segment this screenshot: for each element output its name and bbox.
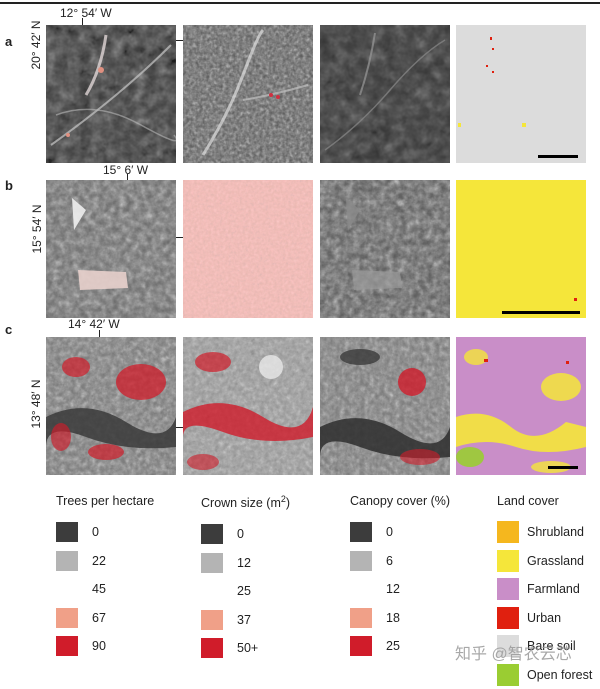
- legend-label: 18: [386, 611, 400, 625]
- lat-tick-c: [176, 427, 183, 428]
- lon-label-b: 15° 6′ W: [103, 163, 148, 177]
- legend-swatch: [350, 636, 372, 656]
- map-b-crown-size: [183, 180, 313, 318]
- legend-item-crown: 0: [201, 520, 290, 549]
- legend-label: 25: [237, 584, 251, 598]
- top-rule: [0, 2, 600, 4]
- legend-item-crown: 12: [201, 549, 290, 578]
- map-c-canopy-cover: [320, 337, 450, 475]
- legend-label: 0: [386, 525, 393, 539]
- legend-label: 22: [92, 554, 106, 568]
- legend-item-canopy: 18: [350, 604, 450, 633]
- legend-swatch: [497, 578, 519, 600]
- legend-item-canopy: 12: [350, 575, 450, 604]
- legend-swatch: [56, 522, 78, 542]
- legend-title-landcover: Land cover: [497, 494, 592, 508]
- legend-trees-per-hectare: Trees per hectare 0 22 45 67 90: [56, 494, 154, 661]
- legend-label: 12: [237, 556, 251, 570]
- map-a-crown-size: [183, 25, 313, 163]
- legend-item-landcover: Urban: [497, 604, 592, 633]
- legend-label: 12: [386, 582, 400, 596]
- legend-swatch: [201, 610, 223, 630]
- legend-swatch: [497, 550, 519, 572]
- legend-canopy-cover: Canopy cover (%) 0 6 12 18 25: [350, 494, 450, 661]
- lat-tick-a: [176, 40, 183, 41]
- legend-swatch: [56, 636, 78, 656]
- map-a-land-cover: [456, 25, 586, 163]
- map-b-canopy-cover: [320, 180, 450, 318]
- legend-label: Open forest: [527, 668, 592, 682]
- map-c-land-cover: [456, 337, 586, 475]
- legend-label: 25: [386, 639, 400, 653]
- legend-item-trees: 90: [56, 632, 154, 661]
- legend-item-trees: 0: [56, 518, 154, 547]
- watermark: 知乎 @智农云芯: [455, 640, 572, 664]
- legend-swatch: [201, 553, 223, 573]
- legend-label: 37: [237, 613, 251, 627]
- scale-bar-a: [538, 155, 578, 158]
- panel-letter-a: a: [5, 34, 12, 49]
- lat-label-c: 13° 48′ N: [29, 364, 43, 444]
- legend-item-landcover: Open forest: [497, 661, 592, 689]
- legend-item-landcover: Farmland: [497, 575, 592, 604]
- map-b-land-cover: [456, 180, 586, 318]
- legend-swatch: [350, 608, 372, 628]
- lon-tick-a: [82, 18, 83, 25]
- panel-letter-c: c: [5, 322, 12, 337]
- legend-swatch: [201, 638, 223, 658]
- legend-swatch: [201, 524, 223, 544]
- panel-letter-b: b: [5, 178, 13, 193]
- legend-item-canopy: 25: [350, 632, 450, 661]
- map-a-trees-per-hectare: [46, 25, 176, 163]
- lat-tick-b: [176, 237, 183, 238]
- legend-item-canopy: 6: [350, 547, 450, 576]
- legend-item-trees: 45: [56, 575, 154, 604]
- legend-swatch: [350, 579, 372, 599]
- map-a-canopy-cover: [320, 25, 450, 163]
- legend-swatch: [350, 522, 372, 542]
- scale-bar-c: [548, 466, 578, 469]
- legend-swatch: [497, 664, 519, 686]
- legend-swatch: [201, 581, 223, 601]
- legend-item-trees: 22: [56, 547, 154, 576]
- legend-title-canopy: Canopy cover (%): [350, 494, 450, 508]
- lon-label-a: 12° 54′ W: [60, 6, 112, 20]
- legend-item-landcover: Grassland: [497, 547, 592, 576]
- legend-label: Urban: [527, 611, 561, 625]
- map-c-crown-size: [183, 337, 313, 475]
- legend-label: 0: [237, 527, 244, 541]
- legend-item-crown: 50+: [201, 634, 290, 663]
- legend-item-trees: 67: [56, 604, 154, 633]
- map-b-trees-per-hectare: [46, 180, 176, 318]
- legend-label: Grassland: [527, 554, 584, 568]
- legend-swatch: [497, 521, 519, 543]
- legend-swatch: [56, 551, 78, 571]
- lat-label-b: 15° 54′ N: [30, 189, 44, 269]
- legend-label: 6: [386, 554, 393, 568]
- lon-tick-c: [99, 330, 100, 337]
- legend-label: 67: [92, 611, 106, 625]
- legend-label: 0: [92, 525, 99, 539]
- legend-title-crown: Crown size (m2): [201, 494, 290, 510]
- legend-swatch: [56, 579, 78, 599]
- legend-label: Shrubland: [527, 525, 584, 539]
- legend-crown-size: Crown size (m2) 0 12 25 37 50+: [201, 494, 290, 663]
- legend-label: 90: [92, 639, 106, 653]
- legend-swatch: [497, 607, 519, 629]
- scale-bar-b: [502, 311, 580, 314]
- legend-swatch: [350, 551, 372, 571]
- legend-swatch: [56, 608, 78, 628]
- map-c-trees-per-hectare: [46, 337, 176, 475]
- lon-label-c: 14° 42′ W: [68, 317, 120, 331]
- lat-label-a: 20° 42′ N: [29, 5, 43, 85]
- legend-item-crown: 37: [201, 606, 290, 635]
- legend-item-landcover: Shrubland: [497, 518, 592, 547]
- legend-item-crown: 25: [201, 577, 290, 606]
- legend-label: 45: [92, 582, 106, 596]
- legend-label: 50+: [237, 641, 258, 655]
- legend-item-canopy: 0: [350, 518, 450, 547]
- legend-label: Farmland: [527, 582, 580, 596]
- legend-title-trees: Trees per hectare: [56, 494, 154, 508]
